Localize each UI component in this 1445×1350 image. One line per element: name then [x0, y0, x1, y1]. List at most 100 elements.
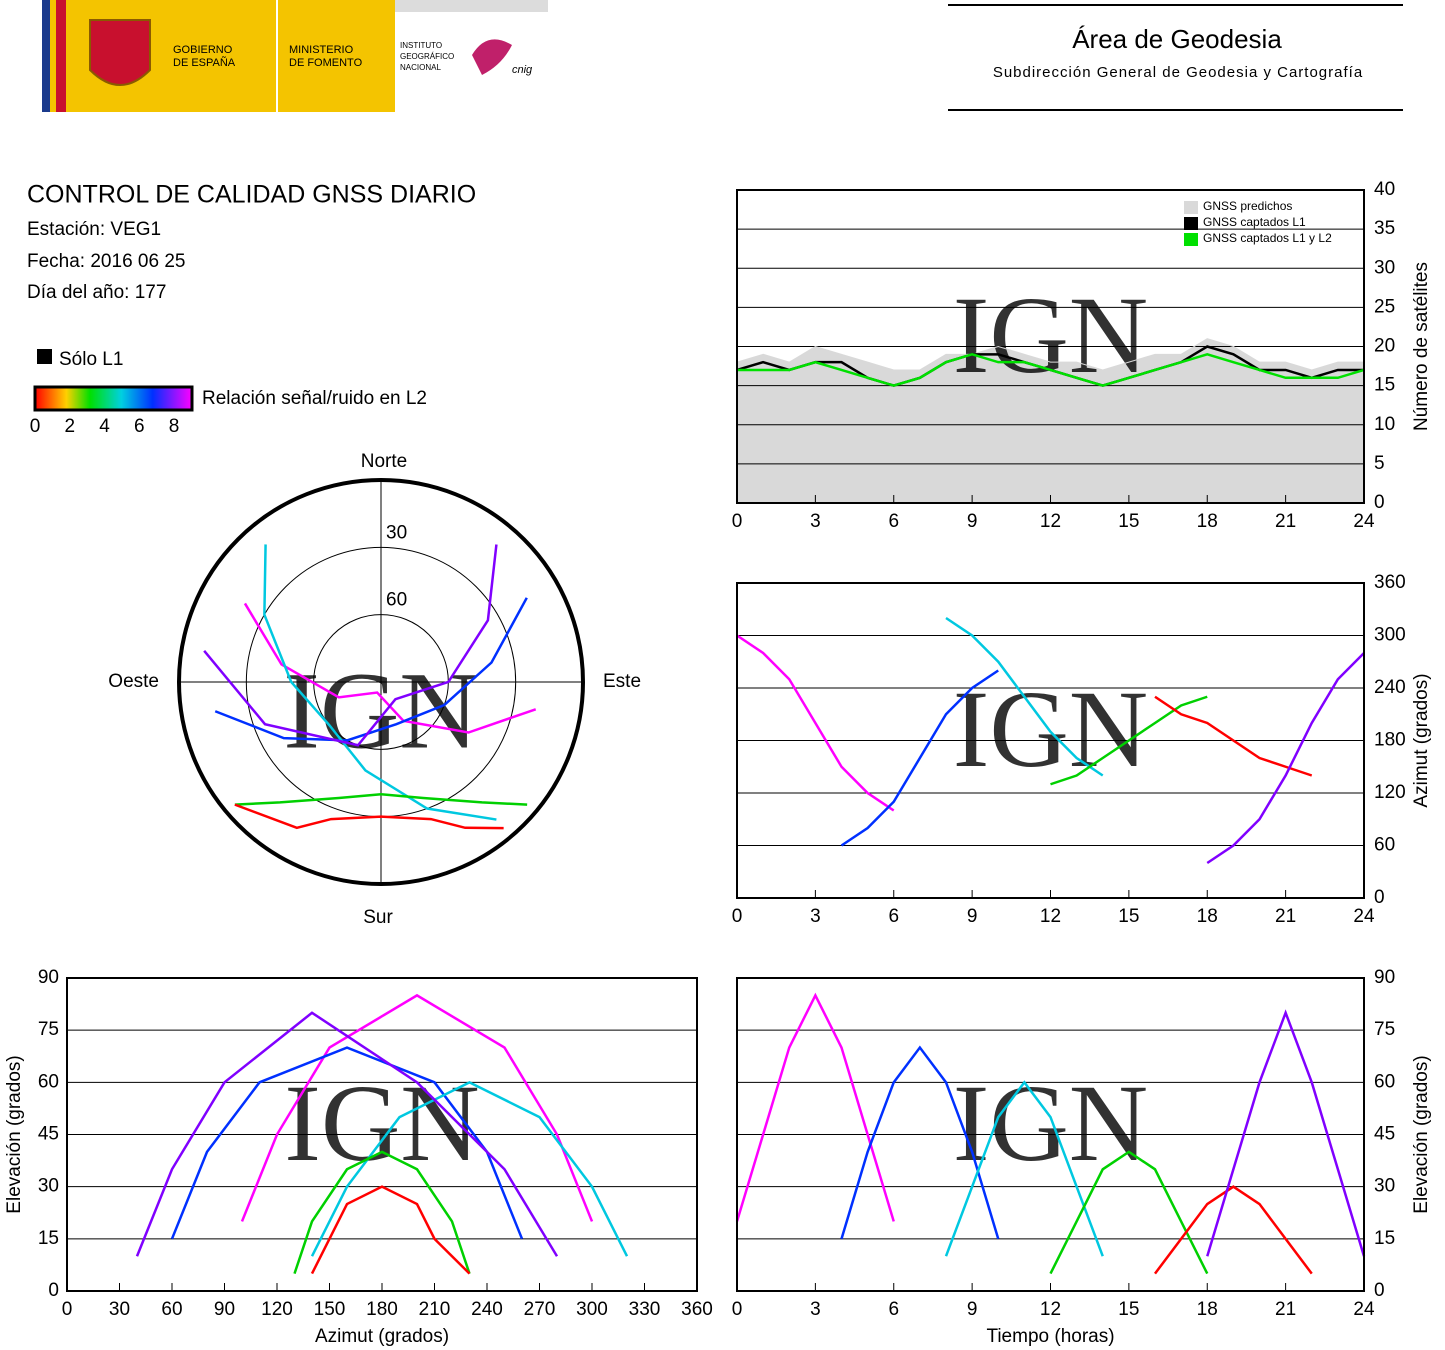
- x-tick-label: 18: [1197, 511, 1218, 532]
- x-tick-label: 15: [1118, 511, 1139, 532]
- logo-text: cnig: [512, 64, 533, 76]
- series-line: [310, 1185, 471, 1275]
- legend-swatch: [1184, 217, 1198, 230]
- plot-frame: [66, 977, 698, 1292]
- x-tick-label: 9: [967, 511, 978, 532]
- series-line: [944, 1080, 1104, 1257]
- y-tick-label: 75: [38, 1019, 59, 1040]
- y-tick-label: 60: [1374, 835, 1395, 856]
- direction-label: Norte: [361, 451, 407, 472]
- series-line: [840, 669, 999, 847]
- series-line: [945, 616, 1104, 777]
- y-axis-label: Elevación (grados): [1411, 1055, 1432, 1213]
- y-tick-label: 15: [38, 1228, 59, 1249]
- x-tick-label: 6: [888, 1299, 899, 1320]
- x-tick-label: 18: [1197, 1299, 1218, 1320]
- series-line: [310, 1080, 629, 1257]
- y-tick-label: 90: [38, 967, 59, 988]
- y-tick-label: 60: [38, 1071, 59, 1092]
- y-tick-label: 5: [1374, 453, 1385, 474]
- x-tick-label: 15: [1118, 906, 1139, 927]
- watermark: IGN: [953, 1062, 1149, 1184]
- header-bar: [395, 0, 548, 12]
- x-tick-label: 21: [1275, 511, 1296, 532]
- series-line: [240, 993, 594, 1222]
- series-line: [1154, 695, 1313, 777]
- series-line: [135, 1011, 559, 1257]
- x-tick-label: 24: [1353, 906, 1375, 927]
- series-line: [1154, 1185, 1313, 1275]
- watermark: IGN: [953, 668, 1149, 790]
- snr-tick-label: 8: [169, 416, 180, 437]
- y-tick-label: 0: [1374, 887, 1385, 908]
- watermark: IGN: [284, 1062, 480, 1184]
- x-tick-label: 0: [732, 1299, 743, 1320]
- logo-ministerio: [278, 0, 395, 112]
- r-tick-label: 60: [386, 590, 407, 611]
- y-tick-label: 10: [1374, 414, 1395, 435]
- x-tick-label: 21: [1275, 1299, 1296, 1320]
- logo-text: GOBIERNO: [173, 44, 233, 56]
- r-tick-label: 30: [386, 522, 407, 543]
- series-outline: [736, 338, 1364, 371]
- series-line: [1049, 1150, 1209, 1275]
- legend-swatch: [1184, 233, 1198, 246]
- snr-tick-label: 6: [134, 416, 145, 437]
- logo-text: DE ESPAÑA: [173, 56, 236, 69]
- x-tick-label: 60: [161, 1299, 182, 1320]
- y-tick-label: 60: [1374, 1071, 1395, 1092]
- snr-tick-label: 2: [64, 416, 75, 437]
- x-tick-label: 12: [1040, 511, 1061, 532]
- x-tick-label: 180: [366, 1299, 398, 1320]
- l1-label: Sólo L1: [59, 349, 123, 370]
- track: [203, 544, 498, 747]
- x-tick-label: 3: [810, 511, 821, 532]
- x-tick-label: 150: [314, 1299, 346, 1320]
- legend-label: GNSS captados L1: [1203, 215, 1306, 229]
- legend-label: GNSS captados L1 y L2: [1203, 231, 1332, 245]
- y-tick-label: 0: [1374, 1280, 1385, 1301]
- track: [243, 602, 537, 734]
- y-tick-label: 75: [1374, 1019, 1395, 1040]
- track: [214, 597, 528, 742]
- y-tick-label: 240: [1374, 677, 1406, 698]
- x-tick-label: 210: [419, 1299, 451, 1320]
- x-tick-label: 24: [1353, 1299, 1375, 1320]
- y-tick-label: 40: [1374, 179, 1395, 200]
- legend-label: GNSS predichos: [1203, 199, 1292, 213]
- y-tick-label: 0: [1374, 492, 1385, 513]
- x-tick-label: 6: [888, 511, 899, 532]
- station: Estación: VEG1: [27, 219, 161, 240]
- x-tick-label: 24: [1353, 511, 1375, 532]
- plot-frame: [736, 977, 1365, 1292]
- area-title: Área de Geodesia: [1072, 24, 1282, 54]
- x-tick-label: 9: [967, 906, 978, 927]
- report-title: CONTROL DE CALIDAD GNSS DIARIO: [27, 181, 476, 209]
- series-line: [1206, 652, 1365, 865]
- y-tick-label: 120: [1374, 782, 1406, 803]
- y-axis-label: Número de satélites: [1411, 262, 1432, 431]
- x-tick-label: 300: [576, 1299, 608, 1320]
- y-tick-label: 180: [1374, 730, 1406, 751]
- x-tick-label: 0: [62, 1299, 73, 1320]
- y-tick-label: 30: [38, 1176, 59, 1197]
- plot-frame: [736, 189, 1365, 504]
- track: [263, 544, 497, 821]
- x-tick-label: 12: [1040, 1299, 1061, 1320]
- x-tick-label: 15: [1118, 1299, 1139, 1320]
- snr-tick-label: 0: [30, 416, 41, 437]
- x-tick-label: 21: [1275, 906, 1296, 927]
- x-tick-label: 30: [109, 1299, 130, 1320]
- logo-text: INSTITUTO: [400, 41, 442, 50]
- y-tick-label: 45: [1374, 1124, 1395, 1145]
- direction-label: Oeste: [108, 671, 159, 692]
- day-of-year: Día del año: 177: [27, 282, 166, 303]
- series-line: [840, 1045, 1000, 1240]
- y-tick-label: 15: [1374, 375, 1395, 396]
- x-axis-label: Azimut (grados): [315, 1326, 449, 1347]
- direction-label: Sur: [363, 907, 393, 928]
- y-tick-label: 30: [1374, 1176, 1395, 1197]
- x-tick-label: 6: [888, 906, 899, 927]
- x-tick-label: 90: [214, 1299, 235, 1320]
